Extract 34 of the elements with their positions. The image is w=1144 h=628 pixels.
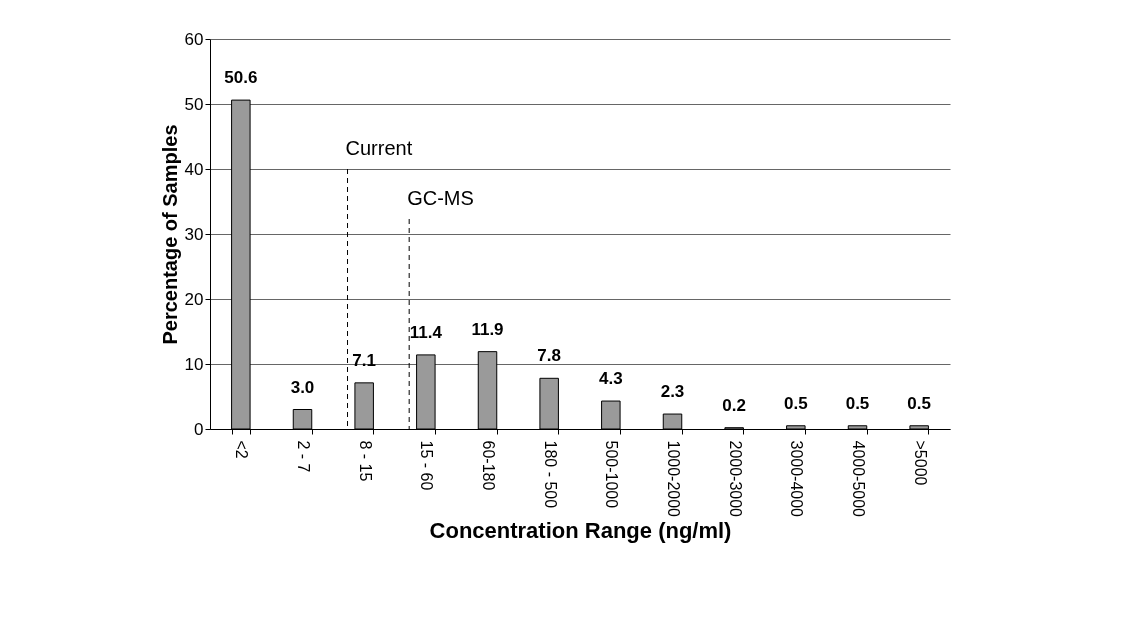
data-label: 11.4 [409,322,443,342]
data-label: 0.5 [907,393,931,413]
y-tick-label: 20 [184,289,204,309]
x-tick-label: <2 [233,440,251,459]
x-tick-label: 3000-4000 [788,440,806,518]
y-tick-label: 50 [184,94,204,114]
x-tick-label: 500-1000 [603,440,621,509]
x-tick-label: 8 - 15 [356,440,374,482]
y-tick-label: 30 [184,224,204,244]
x-tick-label: 2000-3000 [726,440,744,518]
data-label: 11.9 [471,319,504,339]
data-label: 50.6 [224,68,258,88]
y-axis-title: Percentage of Samples [158,124,181,345]
x-axis-title: Concentration Range (ng/ml) [429,518,732,544]
y-tick-label: 0 [194,419,204,439]
x-tick-label: 180 - 500 [541,440,559,509]
data-label: 0.5 [845,393,870,413]
x-tick-label: >5000 [911,440,929,486]
x-tick-label: 60-180 [480,440,497,491]
x-tick-label: 2 - 7 [295,440,312,473]
data-label: 2.3 [660,382,685,402]
y-tick-label: 10 [184,354,204,374]
data-label: 3.0 [290,377,315,397]
ref-line-label: GC-MS [407,187,474,209]
x-tick-label: 4000-5000 [850,440,867,518]
data-label: 0.2 [722,395,746,415]
x-tick-label: 1000-2000 [665,440,682,518]
y-tick-label: 40 [184,159,204,179]
data-label: 7.8 [537,346,561,366]
y-tick-label: 60 [184,29,204,49]
x-tick-label: 15 - 60 [418,440,436,491]
data-label: 0.5 [784,393,808,413]
data-label: 4.3 [599,369,623,389]
ref-line-label: Current [345,137,413,159]
